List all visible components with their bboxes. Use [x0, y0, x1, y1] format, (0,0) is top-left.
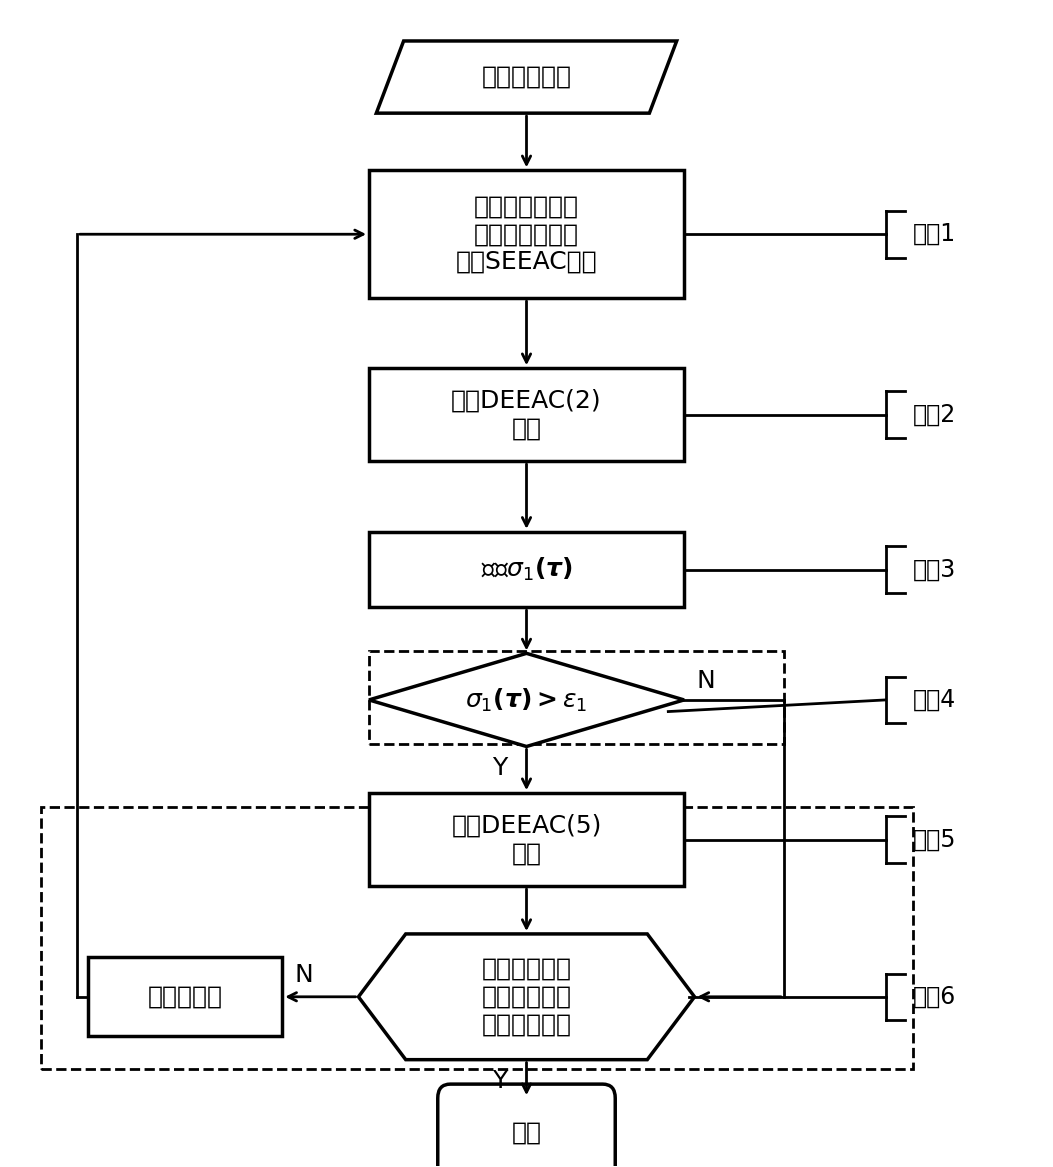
Text: 完成测试算例
全集所有算例
快速暂稳分析: 完成测试算例 全集所有算例 快速暂稳分析	[481, 957, 572, 1036]
Bar	[369, 794, 684, 886]
Bar	[88, 957, 282, 1036]
Text: 求解$\boldsymbol{\sigma_1(\tau)}$: 求解$\boldsymbol{\sigma_1(\tau)}$	[480, 555, 573, 584]
Text: 步骤6: 步骤6	[913, 985, 956, 1008]
Text: 步骤3: 步骤3	[913, 558, 956, 581]
Text: 步骤1: 步骤1	[913, 222, 956, 246]
Polygon shape	[369, 654, 684, 747]
FancyBboxPatch shape	[438, 1084, 615, 1167]
Bar	[369, 170, 684, 299]
Text: 步骤4: 步骤4	[913, 687, 956, 712]
Text: 针对测试算例全
集中某一算例，
执行SEEAC算法: 针对测试算例全 集中某一算例， 执行SEEAC算法	[456, 195, 597, 274]
Polygon shape	[358, 934, 695, 1060]
Text: 结束: 结束	[512, 1121, 541, 1145]
Text: 步骤2: 步骤2	[913, 403, 956, 427]
Text: Y: Y	[493, 1069, 508, 1093]
Text: 测试算例全集: 测试算例全集	[481, 65, 572, 89]
Text: 执行DEEAC(2)
算法: 执行DEEAC(2) 算法	[451, 389, 602, 441]
Text: Y: Y	[493, 756, 508, 780]
Bar	[369, 651, 783, 745]
Bar	[41, 808, 913, 1069]
Bar	[369, 532, 684, 607]
Text: 步骤5: 步骤5	[913, 827, 956, 852]
Text: 执行DEEAC(5)
算法: 执行DEEAC(5) 算法	[452, 813, 601, 866]
Text: N: N	[295, 964, 314, 987]
Bar	[369, 368, 684, 461]
Text: 取下一算例: 取下一算例	[147, 985, 222, 1008]
Polygon shape	[376, 41, 677, 113]
Text: N: N	[697, 669, 715, 693]
Text: $\boldsymbol{\sigma_1(\tau) > \varepsilon_1}$: $\boldsymbol{\sigma_1(\tau) > \varepsilo…	[465, 686, 588, 713]
